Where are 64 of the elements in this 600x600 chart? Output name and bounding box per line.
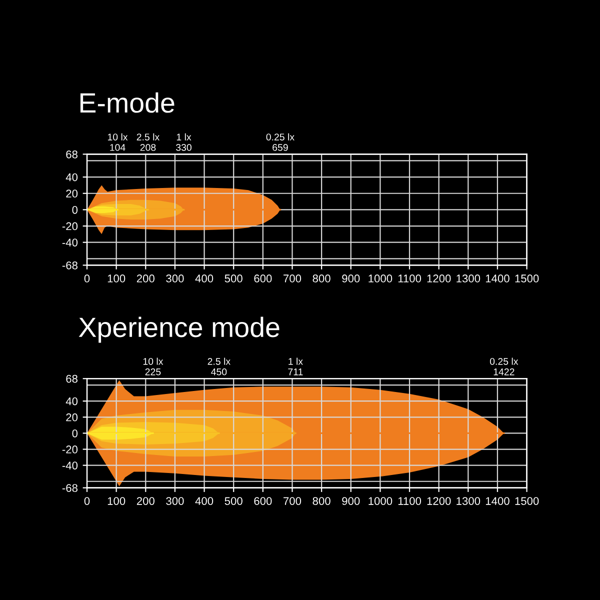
x2-tick-label: 450: [211, 368, 227, 376]
chart-title: E-mode: [80, 92, 174, 113]
x-tick-label: 800: [312, 274, 330, 282]
x2-tick-label: 208: [140, 144, 156, 151]
x-tick-label: 100: [108, 497, 126, 505]
x-tick-label: 800: [312, 497, 330, 505]
text: 1 lx: [288, 358, 303, 365]
x2-tick-label: 1422: [494, 368, 514, 376]
y-tick-label: 0: [72, 429, 78, 438]
x-tick-label: 1300: [456, 497, 480, 505]
x-tick-label: 200: [136, 274, 154, 282]
x-tick-label: 0: [84, 274, 90, 282]
x-tick-label: 1300: [456, 274, 480, 282]
x-tick-label: 1000: [368, 274, 392, 282]
x-tick-label: 1100: [398, 497, 422, 505]
x-tick-label: 900: [342, 497, 360, 505]
x-tick-label: 1200: [427, 497, 451, 505]
x-tick-label: 1000: [368, 497, 392, 505]
x-tick-label: 500: [224, 497, 242, 505]
x-tick-label: 700: [284, 274, 302, 282]
text: 0.25 lx: [490, 358, 518, 365]
text: 0.25 lx: [266, 133, 294, 140]
y-tick-label: -20: [62, 446, 78, 454]
text: 10 lx: [108, 133, 128, 140]
x-tick-label: 0: [84, 497, 90, 505]
x-tick-label: 200: [136, 497, 154, 505]
x2-tick-label: 330: [176, 144, 192, 151]
x-tick-label: 1400: [486, 274, 510, 282]
x-tick-label: 1200: [427, 274, 451, 282]
x-tick-label: 300: [166, 274, 184, 282]
x-tick-label: 300: [166, 497, 184, 505]
x-tick-label: 100: [108, 274, 126, 282]
y-tick-label: 68: [66, 150, 78, 158]
y-tick-label: 40: [66, 173, 78, 182]
x-tick-label: 900: [342, 274, 360, 282]
x-tick-label: 700: [284, 497, 302, 505]
y-tick-label: -40: [62, 238, 78, 246]
x-tick-label: 600: [254, 274, 272, 282]
text: 2.5 lx: [208, 358, 230, 365]
x-tick-label: 600: [254, 497, 272, 505]
x2-tick-label: 711: [288, 368, 303, 376]
y-tick-label: -20: [62, 222, 78, 230]
x-tick-label: 1500: [515, 497, 539, 505]
chart-title: Xperience mode: [78, 316, 280, 343]
text: 1 lx: [176, 133, 192, 140]
text: 10 lx: [143, 358, 164, 365]
x-tick-label: 500: [224, 274, 242, 282]
y-tick-label: -68: [62, 261, 78, 270]
y-tick-label: 68: [66, 374, 78, 383]
y-tick-label: 0: [72, 206, 78, 214]
text: 2.5 lx: [136, 133, 160, 140]
y-tick-label: 20: [66, 190, 78, 198]
x-tick-label: 1500: [515, 274, 539, 282]
y-tick-label: 40: [66, 397, 78, 406]
x-tick-label: 400: [195, 497, 214, 505]
y-tick-label: 20: [66, 413, 78, 422]
x2-tick-label: 659: [272, 144, 288, 151]
x-tick-label: 1100: [398, 274, 422, 282]
x2-tick-label: 225: [145, 368, 161, 376]
y-tick-label: -68: [62, 484, 78, 492]
x-tick-label: 400: [195, 274, 214, 282]
x2-tick-label: 104: [110, 144, 126, 151]
y-tick-label: -40: [62, 462, 78, 470]
x-tick-label: 1400: [486, 497, 510, 505]
